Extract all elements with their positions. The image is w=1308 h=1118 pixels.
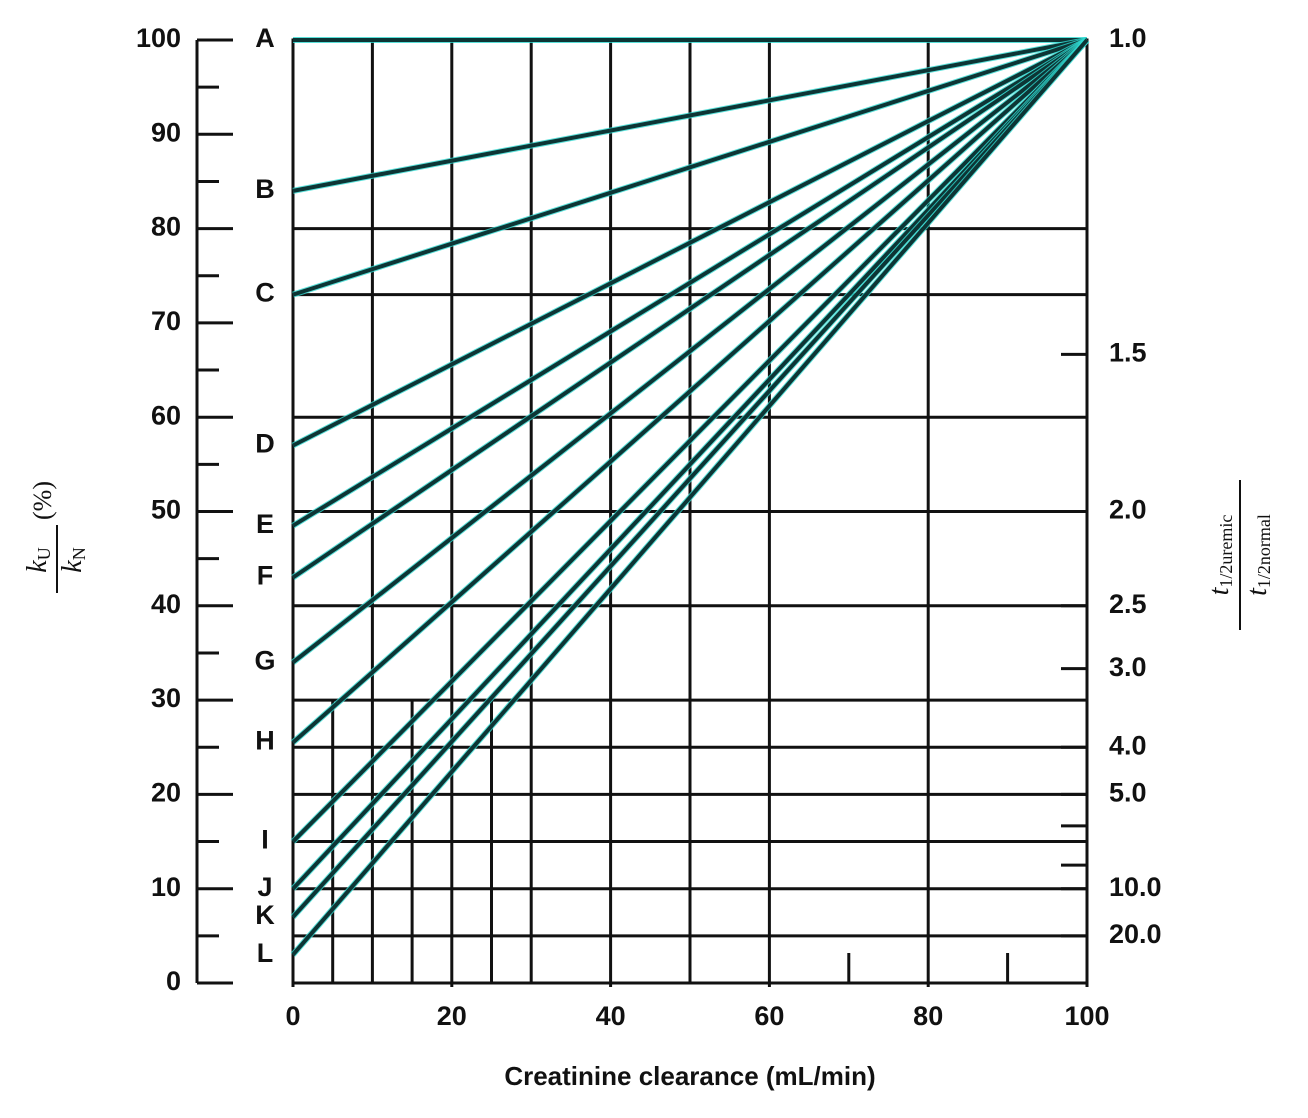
series-line — [292, 38, 1088, 193]
series-label: D — [255, 429, 275, 459]
x-tick-label: 20 — [437, 1001, 467, 1031]
series-line — [291, 38, 1089, 664]
y-tick-label: 20 — [151, 778, 181, 808]
y-label-num: kU — [22, 547, 54, 572]
y2-tick-label: 2.0 — [1109, 495, 1147, 525]
y2-tick-label: 1.0 — [1109, 23, 1147, 53]
y-label-num-base: k — [22, 560, 53, 573]
y2-label-den-base: t — [1242, 587, 1273, 596]
series-label: A — [255, 23, 275, 53]
y-tick-label: 90 — [151, 117, 181, 147]
y-label-num-sub: U — [34, 547, 54, 560]
series-label: G — [254, 646, 275, 676]
series-line — [291, 38, 1089, 891]
y2-label-num-base: t — [1204, 586, 1235, 595]
series-line — [291, 38, 1089, 745]
y-axis-label: kU kN (%) — [22, 481, 89, 593]
series-label: H — [255, 726, 275, 756]
y2-tick-label: 10.0 — [1109, 872, 1162, 902]
y2-tick-label: 4.0 — [1109, 730, 1147, 760]
y-tick-label: 50 — [151, 495, 181, 525]
series-label: K — [255, 900, 275, 930]
y-tick-label: 70 — [151, 306, 181, 336]
series-label: J — [257, 872, 272, 902]
series-line — [291, 38, 1089, 580]
series-line — [292, 38, 1088, 448]
series-label: F — [257, 561, 274, 591]
series-label: I — [261, 825, 269, 855]
series-line — [292, 38, 1088, 297]
y2-label-den-sub: 1/2normal — [1254, 514, 1274, 588]
y-label-den-base: k — [57, 560, 88, 573]
y-label-den-sub: N — [69, 547, 89, 560]
series-label: C — [255, 278, 275, 308]
y2-axis-label: t1/2uremic t1/2normal — [1204, 480, 1274, 630]
series-label: B — [255, 174, 275, 204]
y2-label-num-sub: 1/2uremic — [1216, 515, 1236, 588]
y-tick-label: 0 — [166, 966, 181, 996]
y2-tick-label: 20.0 — [1109, 919, 1162, 949]
series-line — [291, 38, 1089, 843]
x-tick-label: 60 — [754, 1001, 784, 1031]
y-tick-label: 100 — [136, 23, 181, 53]
y2-tick-label: 5.0 — [1109, 778, 1147, 808]
x-tick-label: 80 — [913, 1001, 943, 1031]
y2-tick-label: 2.5 — [1109, 589, 1147, 619]
x-tick-label: 0 — [285, 1001, 300, 1031]
y-label-unit: (%) — [28, 481, 57, 520]
x-tick-label: 40 — [596, 1001, 626, 1031]
x-tick-label: 100 — [1064, 1001, 1109, 1031]
y-tick-label: 30 — [151, 683, 181, 713]
series-label: L — [257, 938, 274, 968]
y2-label-den: t1/2normal — [1242, 514, 1274, 596]
y-tick-label: 60 — [151, 400, 181, 430]
y-label-den: kN — [57, 547, 89, 572]
series-line — [291, 38, 1089, 919]
y-tick-label: 10 — [151, 872, 181, 902]
y2-tick-label: 3.0 — [1109, 652, 1147, 682]
y2-tick-label: 1.5 — [1109, 337, 1147, 367]
x-axis-label: Creatinine clearance (mL/min) — [504, 1061, 875, 1091]
y-tick-label: 40 — [151, 589, 181, 619]
series-line — [291, 38, 1089, 528]
y-tick-label: 80 — [151, 212, 181, 242]
y2-label-num: t1/2uremic — [1204, 515, 1236, 596]
series-line — [291, 38, 1089, 957]
series-label: E — [256, 509, 274, 539]
